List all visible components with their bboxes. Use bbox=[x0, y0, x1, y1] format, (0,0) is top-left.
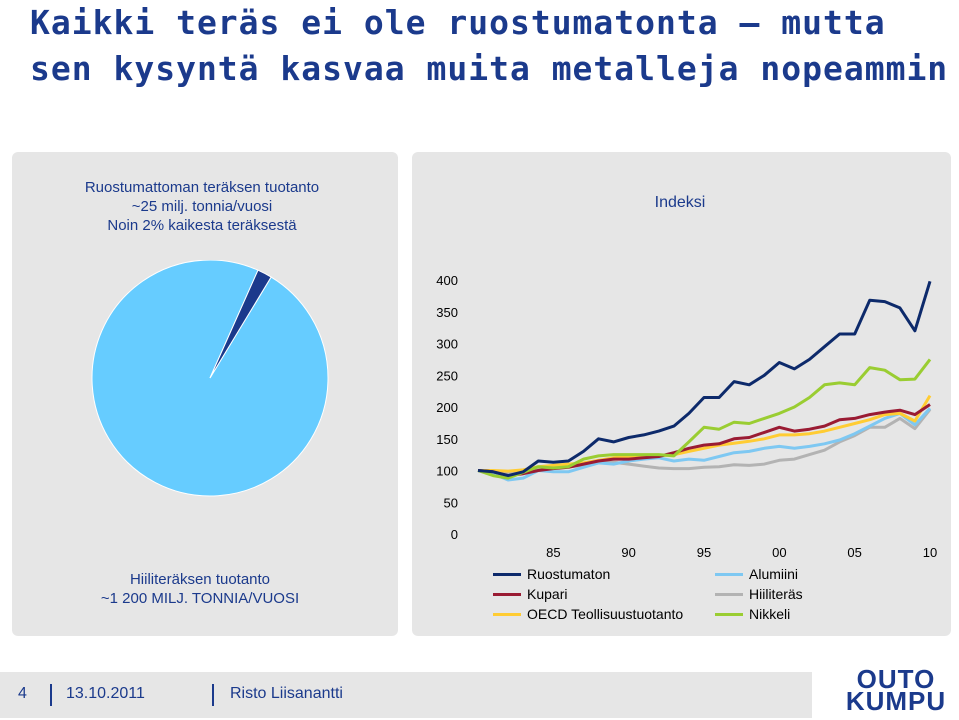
series-line-nikkeli bbox=[477, 358, 932, 480]
stainless-caption: Ruostumattoman teräksen tuotanto ~25 mil… bbox=[42, 178, 362, 235]
line-chart-legend: Ruostumaton Alumiini Kupari Hiiliteräs OECD … bbox=[493, 566, 823, 626]
legend-item: Kupari bbox=[493, 586, 567, 602]
y-tick-label: 400 bbox=[436, 273, 458, 288]
legend-swatch bbox=[715, 592, 743, 596]
stainless-caption-line3: Noin 2% kaikesta teräksestä bbox=[107, 217, 297, 234]
y-tick-label: 50 bbox=[444, 495, 458, 510]
pie-slice-carbon-steel bbox=[91, 260, 329, 497]
series-line-oecd-teollisuustuotanto bbox=[478, 394, 932, 473]
y-tick-label: 100 bbox=[436, 464, 458, 479]
footer-separator bbox=[212, 684, 214, 706]
series-line-hiiliteräs bbox=[477, 408, 932, 475]
legend-label: Nikkeli bbox=[749, 606, 791, 622]
x-tick-label: 10 bbox=[923, 545, 937, 560]
x-tick-label: 90 bbox=[621, 545, 635, 560]
legend-swatch bbox=[493, 592, 521, 596]
pie-slice-stainless bbox=[209, 269, 272, 379]
legend-item: Ruostumaton bbox=[493, 566, 610, 582]
logo-line1: OUTO bbox=[856, 664, 936, 694]
carbon-caption: Hiiliteräksen tuotanto ~1 200 MILJ. TONN… bbox=[60, 570, 340, 608]
slide-title: Kaikki teräs ei ole ruostumatonta – mutt… bbox=[30, 3, 949, 88]
legend-item: Nikkeli bbox=[715, 606, 790, 622]
y-tick-label: 200 bbox=[436, 400, 458, 415]
y-tick-label: 300 bbox=[436, 337, 458, 352]
carbon-caption-line1: Hiiliteräksen tuotanto bbox=[129, 571, 271, 588]
legend-swatch bbox=[493, 612, 521, 616]
logo-line2: KUMPU bbox=[845, 686, 947, 716]
legend-swatch bbox=[493, 572, 521, 576]
footer-author: Risto Liisanantti bbox=[230, 685, 343, 702]
legend-swatch bbox=[715, 572, 743, 576]
stainless-caption-line2: ~25 milj. tonnia/vuosi bbox=[131, 198, 273, 215]
line-chart-title: Indeksi bbox=[654, 194, 706, 211]
legend-label: Kupari bbox=[527, 586, 568, 602]
series-line-ruostumaton bbox=[477, 280, 932, 478]
legend-item: Hiiliteräs bbox=[715, 586, 803, 602]
series-lines bbox=[477, 280, 932, 482]
stainless-caption-line1: Ruostumattoman teräksen tuotanto bbox=[84, 179, 320, 196]
y-tick-label: 150 bbox=[436, 432, 458, 447]
y-tick-label: 250 bbox=[436, 368, 458, 383]
x-tick-label: 00 bbox=[772, 545, 786, 560]
y-tick-label: 0 bbox=[451, 527, 458, 542]
x-axis-ticks: 85 90 95 00 05 10 bbox=[546, 545, 937, 560]
footer-date: 13.10.2011 bbox=[66, 685, 145, 702]
carbon-caption-line2: ~1 200 MILJ. TONNIA/VUOSI bbox=[100, 590, 300, 607]
series-line-alumiini bbox=[477, 407, 932, 482]
company-logo: OUTO KUMPU bbox=[838, 664, 954, 718]
x-tick-label: 95 bbox=[697, 545, 711, 560]
page-number: 4 bbox=[18, 685, 27, 702]
line-chart-panel bbox=[412, 152, 951, 636]
x-tick-label: 85 bbox=[546, 545, 560, 560]
y-axis-ticks: 0 50 100 150 200 250 300 350 400 bbox=[436, 273, 458, 542]
legend-item: OECD Teollisuustuotanto bbox=[493, 606, 683, 622]
legend-label: Alumiini bbox=[749, 566, 799, 582]
footer-bar: 4 13.10.2011 Risto Liisanantti bbox=[0, 672, 812, 718]
legend-label: Ruostumaton bbox=[527, 566, 611, 582]
legend-label: Hiiliteräs bbox=[749, 586, 803, 602]
legend-swatch bbox=[715, 612, 743, 616]
footer-separator bbox=[50, 684, 52, 706]
line-chart: 0 50 100 150 200 250 300 350 400 85 90 95 00 05 10 bbox=[436, 273, 937, 560]
pie-chart bbox=[91, 260, 329, 497]
legend-label: OECD Teollisuustuotanto bbox=[527, 606, 684, 622]
legend-item: Alumiini bbox=[715, 566, 798, 582]
y-tick-label: 350 bbox=[436, 305, 458, 320]
x-tick-label: 05 bbox=[847, 545, 861, 560]
